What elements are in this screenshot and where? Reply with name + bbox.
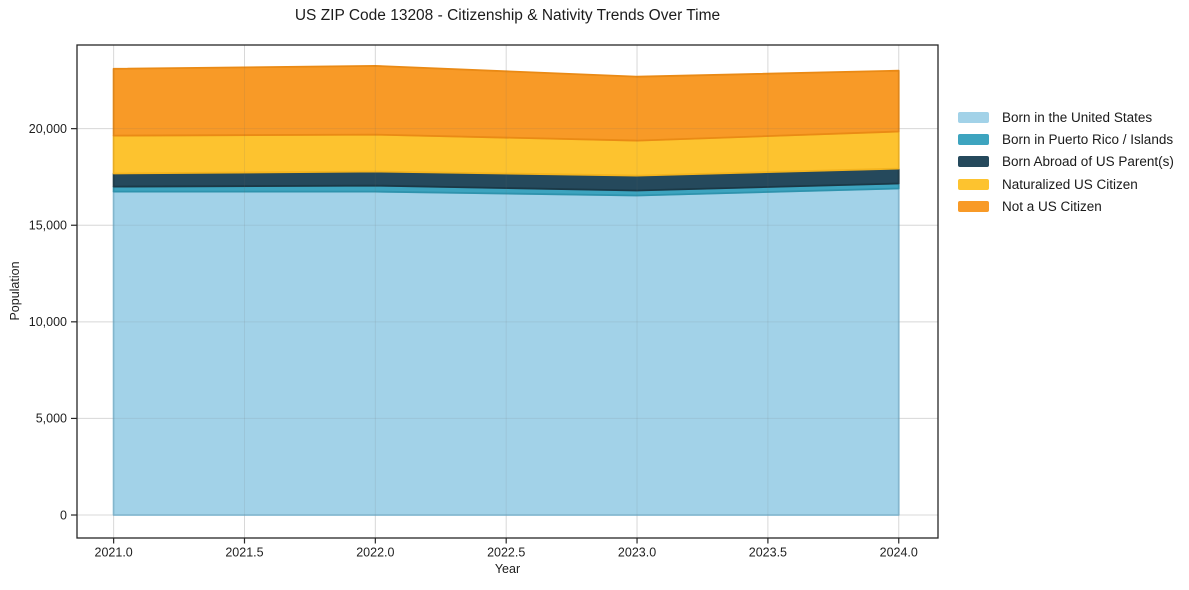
- legend-item-born-in-puerto-rico-islands: Born in Puerto Rico / Islands: [958, 128, 1174, 150]
- y-tick-label: 5,000: [36, 412, 67, 426]
- legend-label: Naturalized US Citizen: [1002, 176, 1138, 192]
- x-tick-label: 2021.5: [225, 546, 263, 560]
- legend-swatch: [958, 111, 989, 123]
- x-tick-label: 2023.5: [749, 546, 787, 560]
- legend-item-not-a-us-citizen: Not a US Citizen: [958, 195, 1174, 217]
- legend-item-naturalized-us-citizen: Naturalized US Citizen: [958, 173, 1174, 195]
- legend-label: Born Abroad of US Parent(s): [1002, 154, 1174, 170]
- y-tick-label: 0: [60, 508, 67, 522]
- plot-border: [76, 44, 939, 539]
- legend-swatch: [958, 178, 989, 190]
- x-tick-label: 2021.0: [95, 546, 133, 560]
- legend-item-born-in-the-united-states: Born in the United States: [958, 106, 1174, 128]
- area-series-not-a-us-citizen: [112, 65, 900, 142]
- legend-label: Born in the United States: [1002, 109, 1153, 125]
- x-tick-label: 2023.0: [618, 546, 656, 560]
- x-axis-label: Year: [494, 562, 521, 576]
- x-tick-label: 2024.0: [880, 546, 918, 560]
- y-axis-label: Population: [8, 261, 22, 321]
- y-tick-label: 15,000: [29, 219, 67, 233]
- legend-item-born-abroad-of-us-parent-s: Born Abroad of US Parent(s): [958, 151, 1174, 173]
- y-tick-label: 10,000: [29, 315, 67, 329]
- legend-swatch: [958, 133, 989, 145]
- legend-label: Not a US Citizen: [1002, 198, 1102, 214]
- legend-swatch: [958, 156, 989, 168]
- legend: Born in the United States Born in Puerto …: [958, 106, 1174, 217]
- x-tick-label: 2022.0: [356, 546, 394, 560]
- legend-swatch: [958, 200, 989, 212]
- chart-title: US ZIP Code 13208 - Citizenship & Nativi…: [294, 7, 721, 24]
- y-tick-label: 20,000: [29, 122, 67, 136]
- x-tick-label: 2022.5: [487, 546, 525, 560]
- legend-label: Born in Puerto Rico / Islands: [1002, 131, 1174, 147]
